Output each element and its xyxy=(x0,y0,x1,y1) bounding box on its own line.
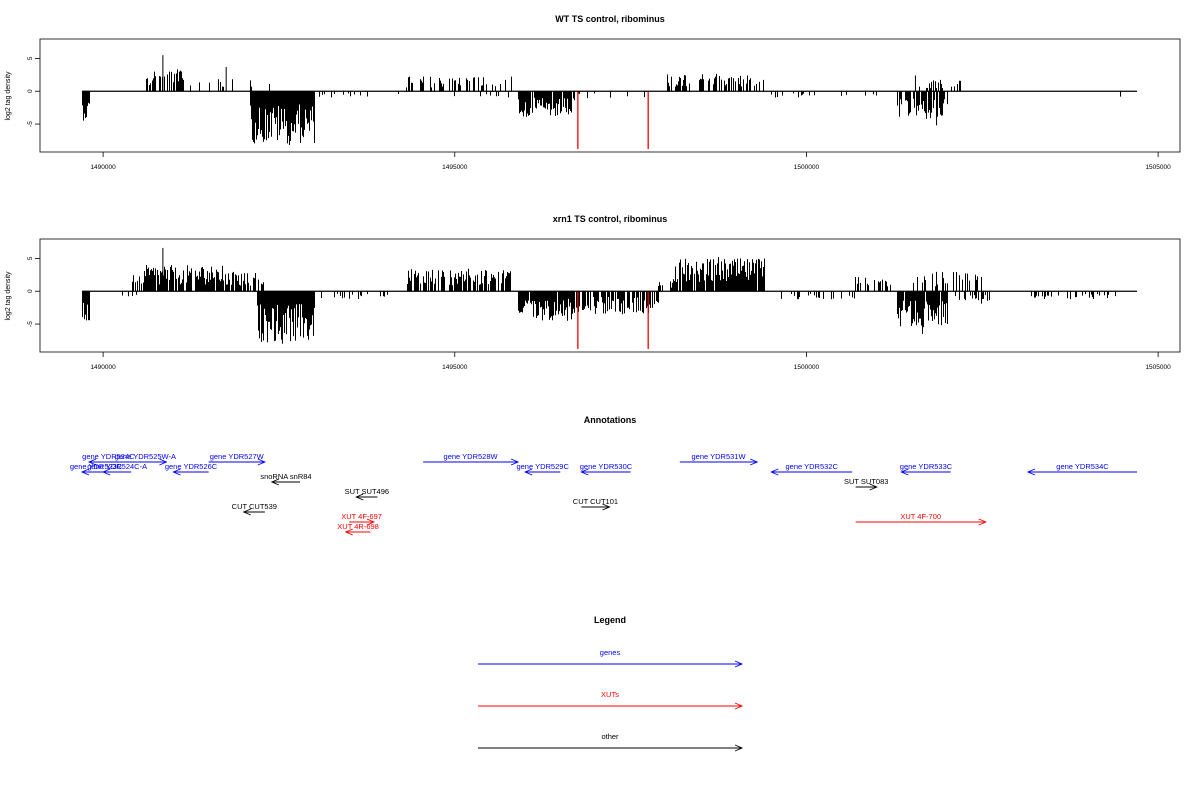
xrn1-plot-frame xyxy=(39,238,1181,353)
wt-plot-frame xyxy=(39,38,1181,153)
sut-sut496-arrow xyxy=(355,493,378,501)
x-tick-label: 1495000 xyxy=(442,164,468,171)
xrn1-track-panel: xrn1 TS control, ribominus 50-5 1490000 1… xyxy=(5,214,1181,371)
gene-ydr528w-arrow xyxy=(423,458,520,466)
xrn1-y-axis-label: log2 tag density xyxy=(5,271,12,321)
sut-sut083-label: SUT SUT083 xyxy=(844,477,888,486)
xut-4r-698-label: XUT 4R-698 xyxy=(337,522,379,531)
gene-ydr526c-label: gene YDR526C xyxy=(165,462,218,471)
gene-ydr527w-label: gene YDR527W xyxy=(210,452,265,461)
legend-other-label: other xyxy=(601,732,619,741)
x-tick-label: 1505000 xyxy=(1145,364,1171,371)
legend: Legend genes XUTs other xyxy=(478,615,744,752)
x-tick-label: 1490000 xyxy=(90,164,116,171)
gene-ydr534c-label: gene YDR534C xyxy=(1056,462,1109,471)
sut-sut496-label: SUT SUT496 xyxy=(345,487,389,496)
xrn1-track-title: xrn1 TS control, ribominus xyxy=(553,214,668,224)
y-tick-label: 5 xyxy=(27,256,34,260)
gene-ydr532c-label: gene YDR532C xyxy=(786,462,839,471)
gene-ydr529c-arrow xyxy=(523,468,561,476)
cut-cut539-label: CUT CUT539 xyxy=(232,502,277,511)
xut-4f-700-label: XUT 4F-700 xyxy=(900,512,941,521)
xrn1-x-axis: 1490000 1495000 1500000 1505000 xyxy=(90,352,1171,371)
gene-ydr532c-arrow xyxy=(770,468,853,476)
xut-4r-698-arrow xyxy=(344,528,371,536)
x-tick-label: 1495000 xyxy=(442,364,468,371)
gene-ydr527w-arrow xyxy=(208,458,267,466)
xut-4f-697-label: XUT 4F-697 xyxy=(341,512,382,521)
cut-cut101-label: CUT CUT101 xyxy=(573,497,618,506)
gene-ydr531w-label: gene YDR531W xyxy=(691,452,746,461)
gene-ydr524c-a-arrow xyxy=(101,468,132,476)
cut-cut101-arrow xyxy=(581,503,611,511)
gene-ydr524c-arrow xyxy=(87,458,128,466)
wt-y-axis: 5 0 -5 xyxy=(27,56,40,127)
legend-entries: genes XUTs other xyxy=(478,648,744,752)
wt-y-axis-label: log2 tag density xyxy=(5,71,12,121)
gene-ydr526c-arrow xyxy=(172,468,209,476)
legend-other-arrow xyxy=(478,744,744,752)
legend-genes-arrow xyxy=(478,660,744,668)
legend-xuts-arrow xyxy=(478,702,744,710)
y-tick-label: 0 xyxy=(27,89,34,93)
xut-4f-700-arrow xyxy=(855,518,987,526)
y-tick-label: 5 xyxy=(27,56,34,60)
wt-x-axis: 1490000 1495000 1500000 1505000 xyxy=(90,152,1171,171)
y-tick-label: -5 xyxy=(27,321,34,327)
x-tick-label: 1505000 xyxy=(1145,164,1171,171)
wt-track-panel: WT TS control, ribominus 50-5 1490000 149… xyxy=(5,14,1181,171)
y-tick-label: -5 xyxy=(27,121,34,127)
gene-ydr529c-label: gene YDR529C xyxy=(516,462,569,471)
gene-ydr525w-a-label: gene YDR525W-A xyxy=(115,452,176,461)
gene-ydr523c-label: gene YDR523C xyxy=(70,462,123,471)
x-tick-label: 1490000 xyxy=(90,364,116,371)
snorna-snr84-label: snoRNA snR84 xyxy=(260,472,311,481)
legend-genes-label: genes xyxy=(600,648,621,657)
legend-title: Legend xyxy=(594,615,626,625)
gene-ydr533c-label: gene YDR533C xyxy=(900,462,953,471)
sut-sut083-arrow xyxy=(855,483,878,491)
gene-ydr524c-a-label: gene YDR524C-A xyxy=(87,462,147,471)
gene-ydr525w-a-arrow xyxy=(124,458,168,466)
annotations-title: Annotations xyxy=(584,415,637,425)
gene-ydr528w-label: gene YDR528W xyxy=(444,452,499,461)
gene-ydr533c-arrow xyxy=(900,468,951,476)
x-tick-label: 1500000 xyxy=(794,364,820,371)
wt-highlight-bars xyxy=(577,91,649,149)
cut-cut539-arrow xyxy=(242,508,265,516)
legend-xuts-label: XUTs xyxy=(601,690,619,699)
xrn1-bars xyxy=(82,247,1116,344)
y-tick-label: 0 xyxy=(27,289,34,293)
xut-4f-697-arrow xyxy=(349,518,376,526)
xrn1-highlight-bars xyxy=(577,291,649,349)
gene-ydr534c-arrow xyxy=(1026,468,1137,476)
wt-bars xyxy=(82,55,1121,146)
xrn1-y-axis: 5 0 -5 xyxy=(27,256,40,327)
gene-ydr530c-arrow xyxy=(580,468,631,476)
gene-ydr530c-label: gene YDR530C xyxy=(580,462,633,471)
gene-ydr524c-label: gene YDR524C xyxy=(82,452,135,461)
snorna-snr84-arrow xyxy=(270,478,301,486)
wt-track-title: WT TS control, ribominus xyxy=(555,14,665,24)
x-tick-label: 1500000 xyxy=(794,164,820,171)
gene-ydr531w-arrow xyxy=(679,458,759,466)
